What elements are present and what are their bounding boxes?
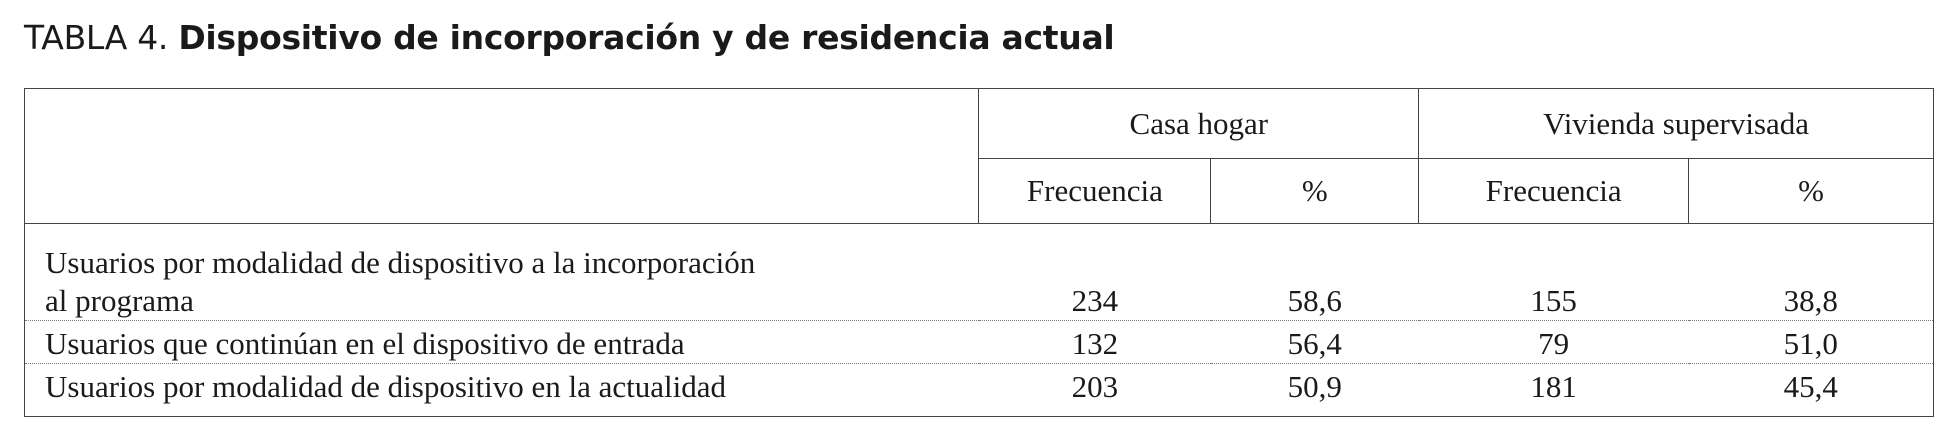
subheader-percent-casa: % — [1210, 158, 1419, 224]
cell-frecuencia-casa: 132 — [978, 320, 1211, 364]
group-header-casa-hogar: Casa hogar — [978, 88, 1419, 159]
table-body: Usuarios por modalidad de dispositivo a … — [24, 223, 1934, 417]
cell-frecuencia-casa: 203 — [1071, 369, 1119, 404]
cell-percent-vivienda: 38,8 — [1688, 223, 1934, 321]
cell-percent-casa: 50,9 — [1287, 369, 1342, 404]
table-row: Usuarios que continúan en el dispositivo… — [24, 320, 1934, 364]
subheader-frecuencia-vivienda: Frecuencia — [1418, 158, 1689, 224]
row-label: Usuarios por modalidad de dispositivo en… — [45, 369, 726, 404]
cell-percent-casa: 56,4 — [1210, 320, 1419, 364]
row-label-line: al programa — [45, 283, 194, 318]
cell-percent-vivienda: 45,4 — [1783, 369, 1838, 404]
cell-frecuencia-casa: 234 — [978, 223, 1211, 321]
table-caption: TABLA 4. Dispositivo de incorporación y … — [24, 18, 1115, 57]
row-label-line: Usuarios por modalidad de dispositivo a … — [45, 245, 756, 280]
cell-frecuencia-vivienda: 181 — [1530, 369, 1577, 404]
caption-label: TABLA 4. — [24, 18, 169, 57]
cell-frecuencia-vivienda: 79 — [1418, 320, 1689, 364]
subheader-percent-vivienda: % — [1688, 158, 1934, 224]
cell-percent-vivienda: 51,0 — [1688, 320, 1934, 364]
data-table: Casa hogar Vivienda supervisada Frecuenc… — [24, 88, 1934, 417]
table-row: Usuarios por modalidad de dispositivo en… — [25, 364, 1934, 417]
table-row: Usuarios por modalidad de dispositivo a … — [24, 223, 1934, 321]
row-label: Usuarios por modalidad de dispositivo a … — [24, 223, 979, 321]
cell-frecuencia-vivienda: 155 — [1418, 223, 1689, 321]
caption-title: Dispositivo de incorporación y de reside… — [178, 18, 1115, 57]
table-header: Casa hogar Vivienda supervisada Frecuenc… — [24, 88, 1934, 224]
cell-percent-casa: 58,6 — [1210, 223, 1419, 321]
row-label: Usuarios que continúan en el dispositivo… — [24, 320, 979, 364]
subheader-frecuencia-casa: Frecuencia — [978, 158, 1211, 224]
header-empty-cell — [24, 88, 979, 224]
group-header-vivienda-supervisada: Vivienda supervisada — [1418, 88, 1934, 159]
